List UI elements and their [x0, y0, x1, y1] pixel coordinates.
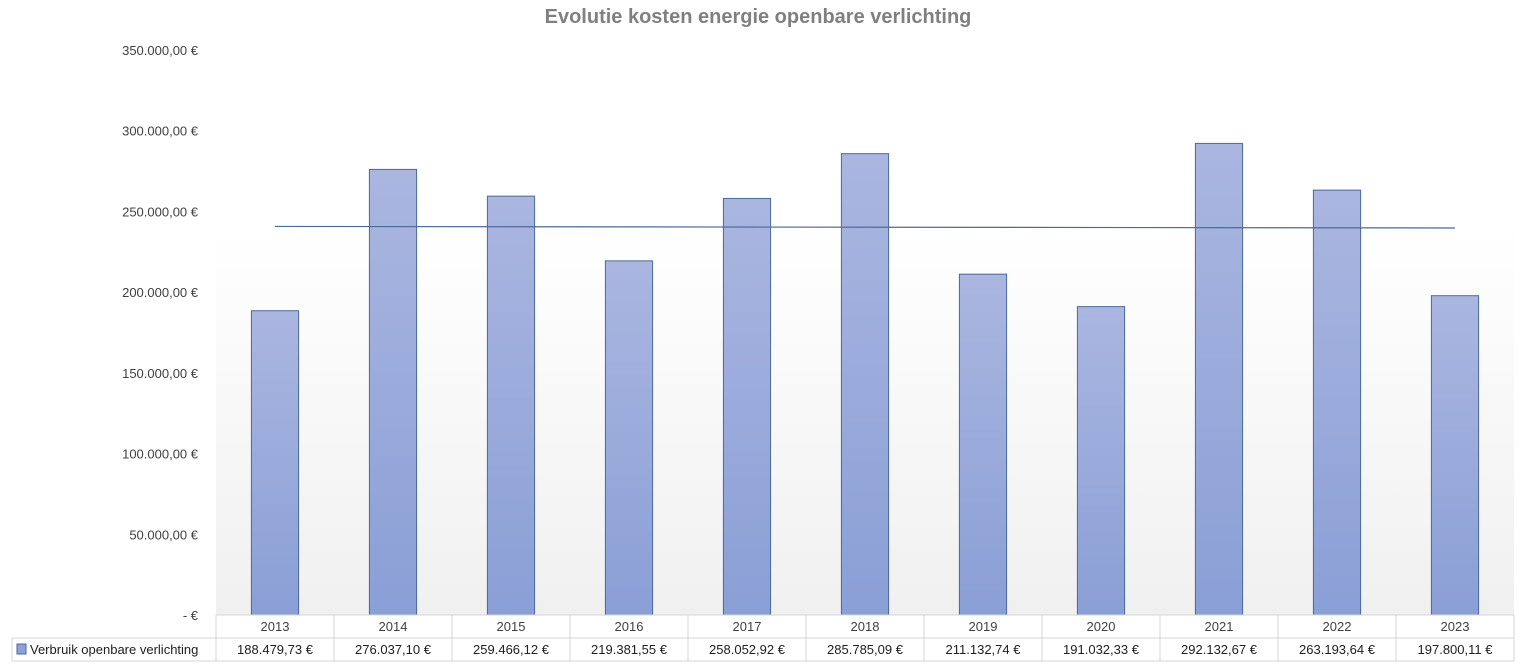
data-table-value: 211.132,74 €: [946, 642, 1022, 657]
x-tick-label: 2017: [733, 619, 762, 634]
y-tick-label: - €: [183, 608, 199, 623]
data-table-value: 276.037,10 €: [355, 642, 432, 657]
y-tick-label: 150.000,00 €: [122, 366, 199, 381]
data-table-value: 191.032,33 €: [1063, 642, 1140, 657]
data-table-value: 263.193,64 €: [1299, 642, 1376, 657]
bar-2020: [1076, 306, 1126, 616]
y-tick-label: 200.000,00 €: [122, 285, 199, 300]
bar-2019: [958, 273, 1008, 616]
x-tick-label: 2014: [379, 619, 408, 634]
x-tick-label: 2020: [1087, 619, 1116, 634]
y-tick-label: 300.000,00 €: [122, 124, 199, 139]
x-tick-label: 2023: [1441, 619, 1470, 634]
y-tick-label: 100.000,00 €: [122, 447, 199, 462]
data-table-value: 259.466,12 €: [473, 642, 550, 657]
x-tick-label: 2015: [497, 619, 526, 634]
bar-2018: [840, 153, 890, 616]
bar-2022: [1312, 189, 1362, 616]
y-tick-label: 350.000,00 €: [122, 43, 199, 58]
legend-label: Verbruik openbare verlichting: [30, 642, 198, 657]
bar-2021: [1194, 142, 1244, 616]
x-tick-label: 2013: [261, 619, 290, 634]
data-table-value: 285.785,09 €: [827, 642, 904, 657]
data-table-value: 197.800,11 €: [1418, 642, 1494, 657]
trend-line: [274, 225, 1456, 229]
bar-2023: [1430, 295, 1480, 616]
bar-2013: [250, 310, 300, 616]
legend-key: [16, 643, 27, 655]
bar-2015: [486, 195, 536, 616]
bar-2014: [368, 168, 418, 616]
x-tick-label: 2022: [1323, 619, 1352, 634]
x-tick-label: 2016: [615, 619, 644, 634]
y-tick-label: 250.000,00 €: [122, 204, 199, 219]
data-table-value: 188.479,73 €: [237, 642, 314, 657]
data-table-value: 258.052,92 €: [709, 642, 786, 657]
bar-2017: [722, 197, 772, 616]
y-tick-label: 50.000,00 €: [129, 527, 198, 542]
chart-title: Evolutie kosten energie openbare verlich…: [545, 6, 972, 28]
data-table-value: 292.132,67 €: [1181, 642, 1258, 657]
data-table-value: 219.381,55 €: [591, 642, 668, 657]
x-tick-label: 2021: [1205, 619, 1234, 634]
x-tick-label: 2019: [969, 619, 998, 634]
x-tick-label: 2018: [851, 619, 880, 634]
bar-2016: [604, 260, 654, 616]
